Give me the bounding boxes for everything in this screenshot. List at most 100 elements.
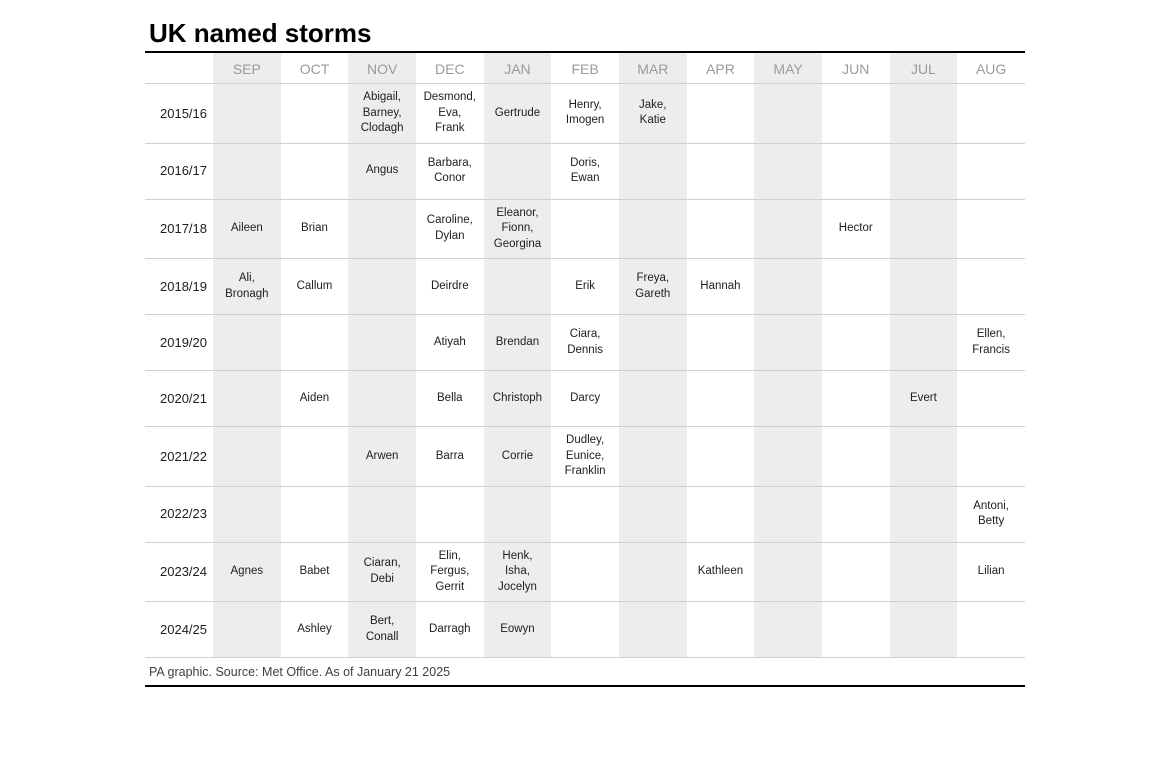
table-cell: Christoph — [484, 371, 552, 427]
table-row: 2020/21AidenBellaChristophDarcyEvert — [145, 371, 1025, 427]
table-cell: Kathleen — [687, 542, 755, 602]
table-header-month: NOV — [348, 52, 416, 84]
table-cell — [687, 602, 755, 658]
table-cell: Barbara,Conor — [416, 143, 484, 199]
table-cell: Dudley,Eunice,Franklin — [551, 427, 619, 487]
table-cell — [890, 259, 958, 315]
table-cell: Ali,Bronagh — [213, 259, 281, 315]
table-cell: Bella — [416, 371, 484, 427]
table-cell — [754, 427, 822, 487]
table-header-month: JAN — [484, 52, 552, 84]
table-cell — [619, 486, 687, 542]
table-header-row: SEPOCTNOVDECJANFEBMARAPRMAYJUNJULAUG — [145, 52, 1025, 84]
table-cell — [754, 315, 822, 371]
table-cell — [687, 143, 755, 199]
table-cell: Agnes — [213, 542, 281, 602]
table-cell: Deirdre — [416, 259, 484, 315]
page-title: UK named storms — [149, 18, 1025, 49]
year-label: 2022/23 — [145, 486, 213, 542]
table-cell — [822, 486, 890, 542]
table-cell — [281, 427, 349, 487]
year-label: 2016/17 — [145, 143, 213, 199]
table-cell: Ciara,Dennis — [551, 315, 619, 371]
table-cell — [754, 143, 822, 199]
table-cell — [687, 427, 755, 487]
table-cell: Elin,Fergus,Gerrit — [416, 542, 484, 602]
table-cell — [890, 315, 958, 371]
table-cell: Callum — [281, 259, 349, 315]
table-cell — [416, 486, 484, 542]
table-cell — [213, 315, 281, 371]
table-row: 2019/20 AtiyahBrendanCiara,Dennis Ellen,Fr… — [145, 315, 1025, 371]
table-cell — [890, 542, 958, 602]
year-label: 2017/18 — [145, 199, 213, 259]
table-cell — [484, 143, 552, 199]
table-cell: Caroline,Dylan — [416, 199, 484, 259]
table-cell — [822, 542, 890, 602]
table-header-month: SEP — [213, 52, 281, 84]
table-cell — [348, 486, 416, 542]
table-cell: Darragh — [416, 602, 484, 658]
table-cell — [281, 84, 349, 144]
table-cell — [281, 315, 349, 371]
table-cell: Hannah — [687, 259, 755, 315]
table-row: 2015/16Abigail,Barney,ClodaghDesmond,Eva… — [145, 84, 1025, 144]
table-cell: Darcy — [551, 371, 619, 427]
table-cell — [957, 427, 1025, 487]
table-cell: Atiyah — [416, 315, 484, 371]
table-cell — [619, 542, 687, 602]
table-row: 2021/22ArwenBarraCorrieDudley,Eunice,Fra… — [145, 427, 1025, 487]
table-cell — [619, 427, 687, 487]
table-cell — [619, 315, 687, 371]
table-cell — [822, 259, 890, 315]
table-header-month: DEC — [416, 52, 484, 84]
storm-table-graphic: UK named storms SEPOCTNOVDECJANFEBMARAPR… — [145, 18, 1025, 687]
table-cell — [822, 84, 890, 144]
table-cell: Corrie — [484, 427, 552, 487]
table-row: 2018/19Ali,BronaghCallumDeirdreErikFreya… — [145, 259, 1025, 315]
table-cell: Hector — [822, 199, 890, 259]
year-label: 2019/20 — [145, 315, 213, 371]
table-cell: Arwen — [348, 427, 416, 487]
table-cell: Doris,Ewan — [551, 143, 619, 199]
table-header-month: FEB — [551, 52, 619, 84]
table-footer-row: PA graphic. Source: Met Office. As of Ja… — [145, 658, 1025, 686]
table-cell — [754, 259, 822, 315]
table-cell — [484, 486, 552, 542]
table-header-month: AUG — [957, 52, 1025, 84]
table-cell — [890, 143, 958, 199]
table-row: 2017/18AileenBrianCaroline,DylanEleanor,… — [145, 199, 1025, 259]
table-cell — [957, 371, 1025, 427]
table-cell — [348, 315, 416, 371]
table-body: 2015/16Abigail,Barney,ClodaghDesmond,Eva… — [145, 84, 1025, 687]
table-cell: Angus — [348, 143, 416, 199]
table-cell — [890, 427, 958, 487]
table-cell: Eowyn — [484, 602, 552, 658]
table-cell — [957, 84, 1025, 144]
table-cell: Freya,Gareth — [619, 259, 687, 315]
table-header-month: OCT — [281, 52, 349, 84]
table-cell: Ellen,Francis — [957, 315, 1025, 371]
table-cell: Brendan — [484, 315, 552, 371]
storm-table: SEPOCTNOVDECJANFEBMARAPRMAYJUNJULAUG 201… — [145, 51, 1025, 687]
table-cell — [213, 602, 281, 658]
table-cell: Aileen — [213, 199, 281, 259]
table-cell — [754, 486, 822, 542]
table-header-month: MAR — [619, 52, 687, 84]
table-cell — [213, 143, 281, 199]
table-cell — [957, 143, 1025, 199]
table-row: 2016/17 AngusBarbara,Conor Doris,Ewan — [145, 143, 1025, 199]
table-cell — [957, 259, 1025, 315]
table-cell — [822, 371, 890, 427]
year-label: 2020/21 — [145, 371, 213, 427]
table-cell — [619, 602, 687, 658]
table-row: 2024/25AshleyBert,ConallDarraghEowyn — [145, 602, 1025, 658]
table-header-month: JUN — [822, 52, 890, 84]
table-cell — [213, 84, 281, 144]
table-cell: Erik — [551, 259, 619, 315]
table-cell — [213, 371, 281, 427]
table-cell — [687, 371, 755, 427]
table-cell — [754, 199, 822, 259]
table-cell — [213, 486, 281, 542]
table-cell — [687, 315, 755, 371]
